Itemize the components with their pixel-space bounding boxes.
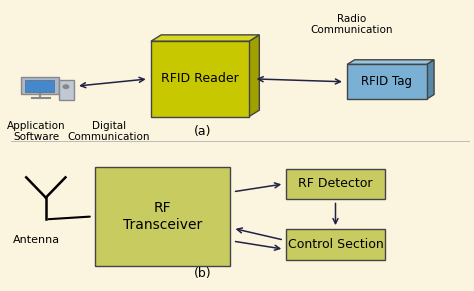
Text: (b): (b) bbox=[193, 267, 211, 280]
Text: Control Section: Control Section bbox=[288, 238, 383, 251]
FancyBboxPatch shape bbox=[21, 77, 59, 94]
Text: Digital
Communication: Digital Communication bbox=[68, 121, 150, 143]
Polygon shape bbox=[249, 35, 259, 116]
FancyBboxPatch shape bbox=[286, 230, 384, 260]
Text: Application
Software: Application Software bbox=[7, 121, 66, 143]
Polygon shape bbox=[151, 35, 259, 41]
FancyBboxPatch shape bbox=[286, 169, 384, 199]
Circle shape bbox=[63, 85, 69, 88]
FancyBboxPatch shape bbox=[25, 80, 54, 92]
FancyBboxPatch shape bbox=[95, 167, 230, 266]
Text: RFID Reader: RFID Reader bbox=[161, 72, 239, 85]
Text: Radio
Communication: Radio Communication bbox=[310, 14, 393, 35]
Polygon shape bbox=[347, 60, 434, 64]
Text: (a): (a) bbox=[193, 125, 211, 138]
Text: Antenna: Antenna bbox=[13, 235, 60, 245]
FancyBboxPatch shape bbox=[151, 41, 249, 116]
FancyBboxPatch shape bbox=[59, 80, 74, 100]
FancyBboxPatch shape bbox=[347, 64, 427, 99]
Text: RFID Tag: RFID Tag bbox=[361, 75, 412, 88]
Text: RF Detector: RF Detector bbox=[298, 178, 373, 190]
Text: RF
Transceiver: RF Transceiver bbox=[123, 201, 202, 232]
Polygon shape bbox=[427, 60, 434, 99]
